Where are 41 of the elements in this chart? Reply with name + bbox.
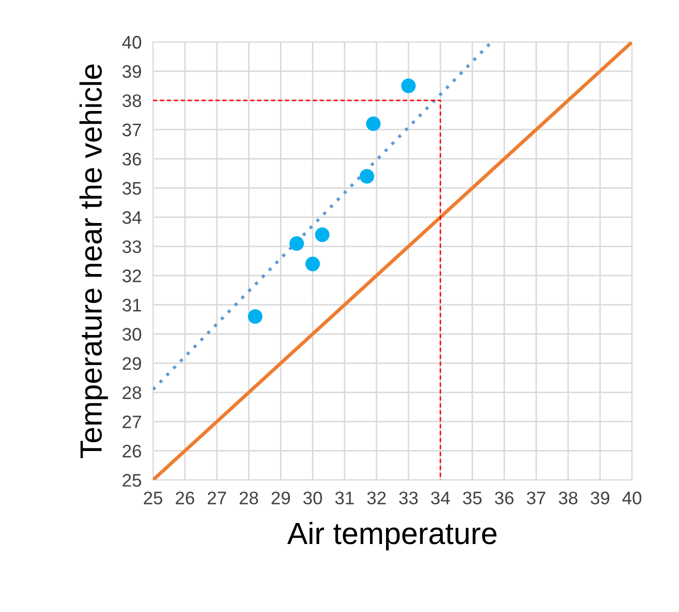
point <box>366 116 381 132</box>
point <box>401 78 416 94</box>
y-tick-label: 37 <box>122 124 141 136</box>
x-axis-title: Air temperature <box>287 522 496 550</box>
y-tick-label: 26 <box>122 444 142 458</box>
y-tick-label: 30 <box>122 328 142 341</box>
x-tick-label: 37 <box>526 492 546 504</box>
y-tick-label: 39 <box>122 65 142 78</box>
x-tick-label: 34 <box>431 492 450 504</box>
y-tick-label: 38 <box>122 94 142 108</box>
y-tick-label: 36 <box>122 152 142 166</box>
point <box>248 309 262 324</box>
x-tick-label: 36 <box>494 492 514 504</box>
y-tick-label: 27 <box>122 416 141 428</box>
y-tick-label: 33 <box>122 240 142 254</box>
y-tick-label: 40 <box>122 36 142 49</box>
y-tick-label: 35 <box>122 182 142 195</box>
x-tick-label: 35 <box>462 492 482 504</box>
x-tick-label: 30 <box>303 492 322 504</box>
x-tick-label: 31 <box>335 492 354 504</box>
y-tick-label: 34 <box>122 211 142 224</box>
x-tick-label: 39 <box>590 492 610 504</box>
point <box>360 169 374 184</box>
x-tick-label: 25 <box>144 492 162 504</box>
x-tick-label: 26 <box>176 492 194 504</box>
y-tick-label: 25 <box>122 474 142 487</box>
y-axis-title: Temperature near the vehicle <box>79 64 108 458</box>
x-tick-label: 27 <box>208 492 226 504</box>
x-tick-label: 40 <box>622 492 642 504</box>
x-tick-label: 38 <box>558 492 578 504</box>
x-tick-label: 32 <box>367 492 386 504</box>
y-tick-label: 32 <box>122 270 141 282</box>
point <box>314 227 330 242</box>
x-tick-label: 29 <box>272 492 290 504</box>
y-tick-label: 31 <box>122 298 142 312</box>
point <box>305 256 320 272</box>
y-tick-label: 28 <box>122 386 142 400</box>
point <box>289 236 304 251</box>
x-tick-label: 33 <box>399 492 418 504</box>
x-tick-label: 28 <box>240 492 258 504</box>
y-tick-label: 29 <box>122 357 142 370</box>
